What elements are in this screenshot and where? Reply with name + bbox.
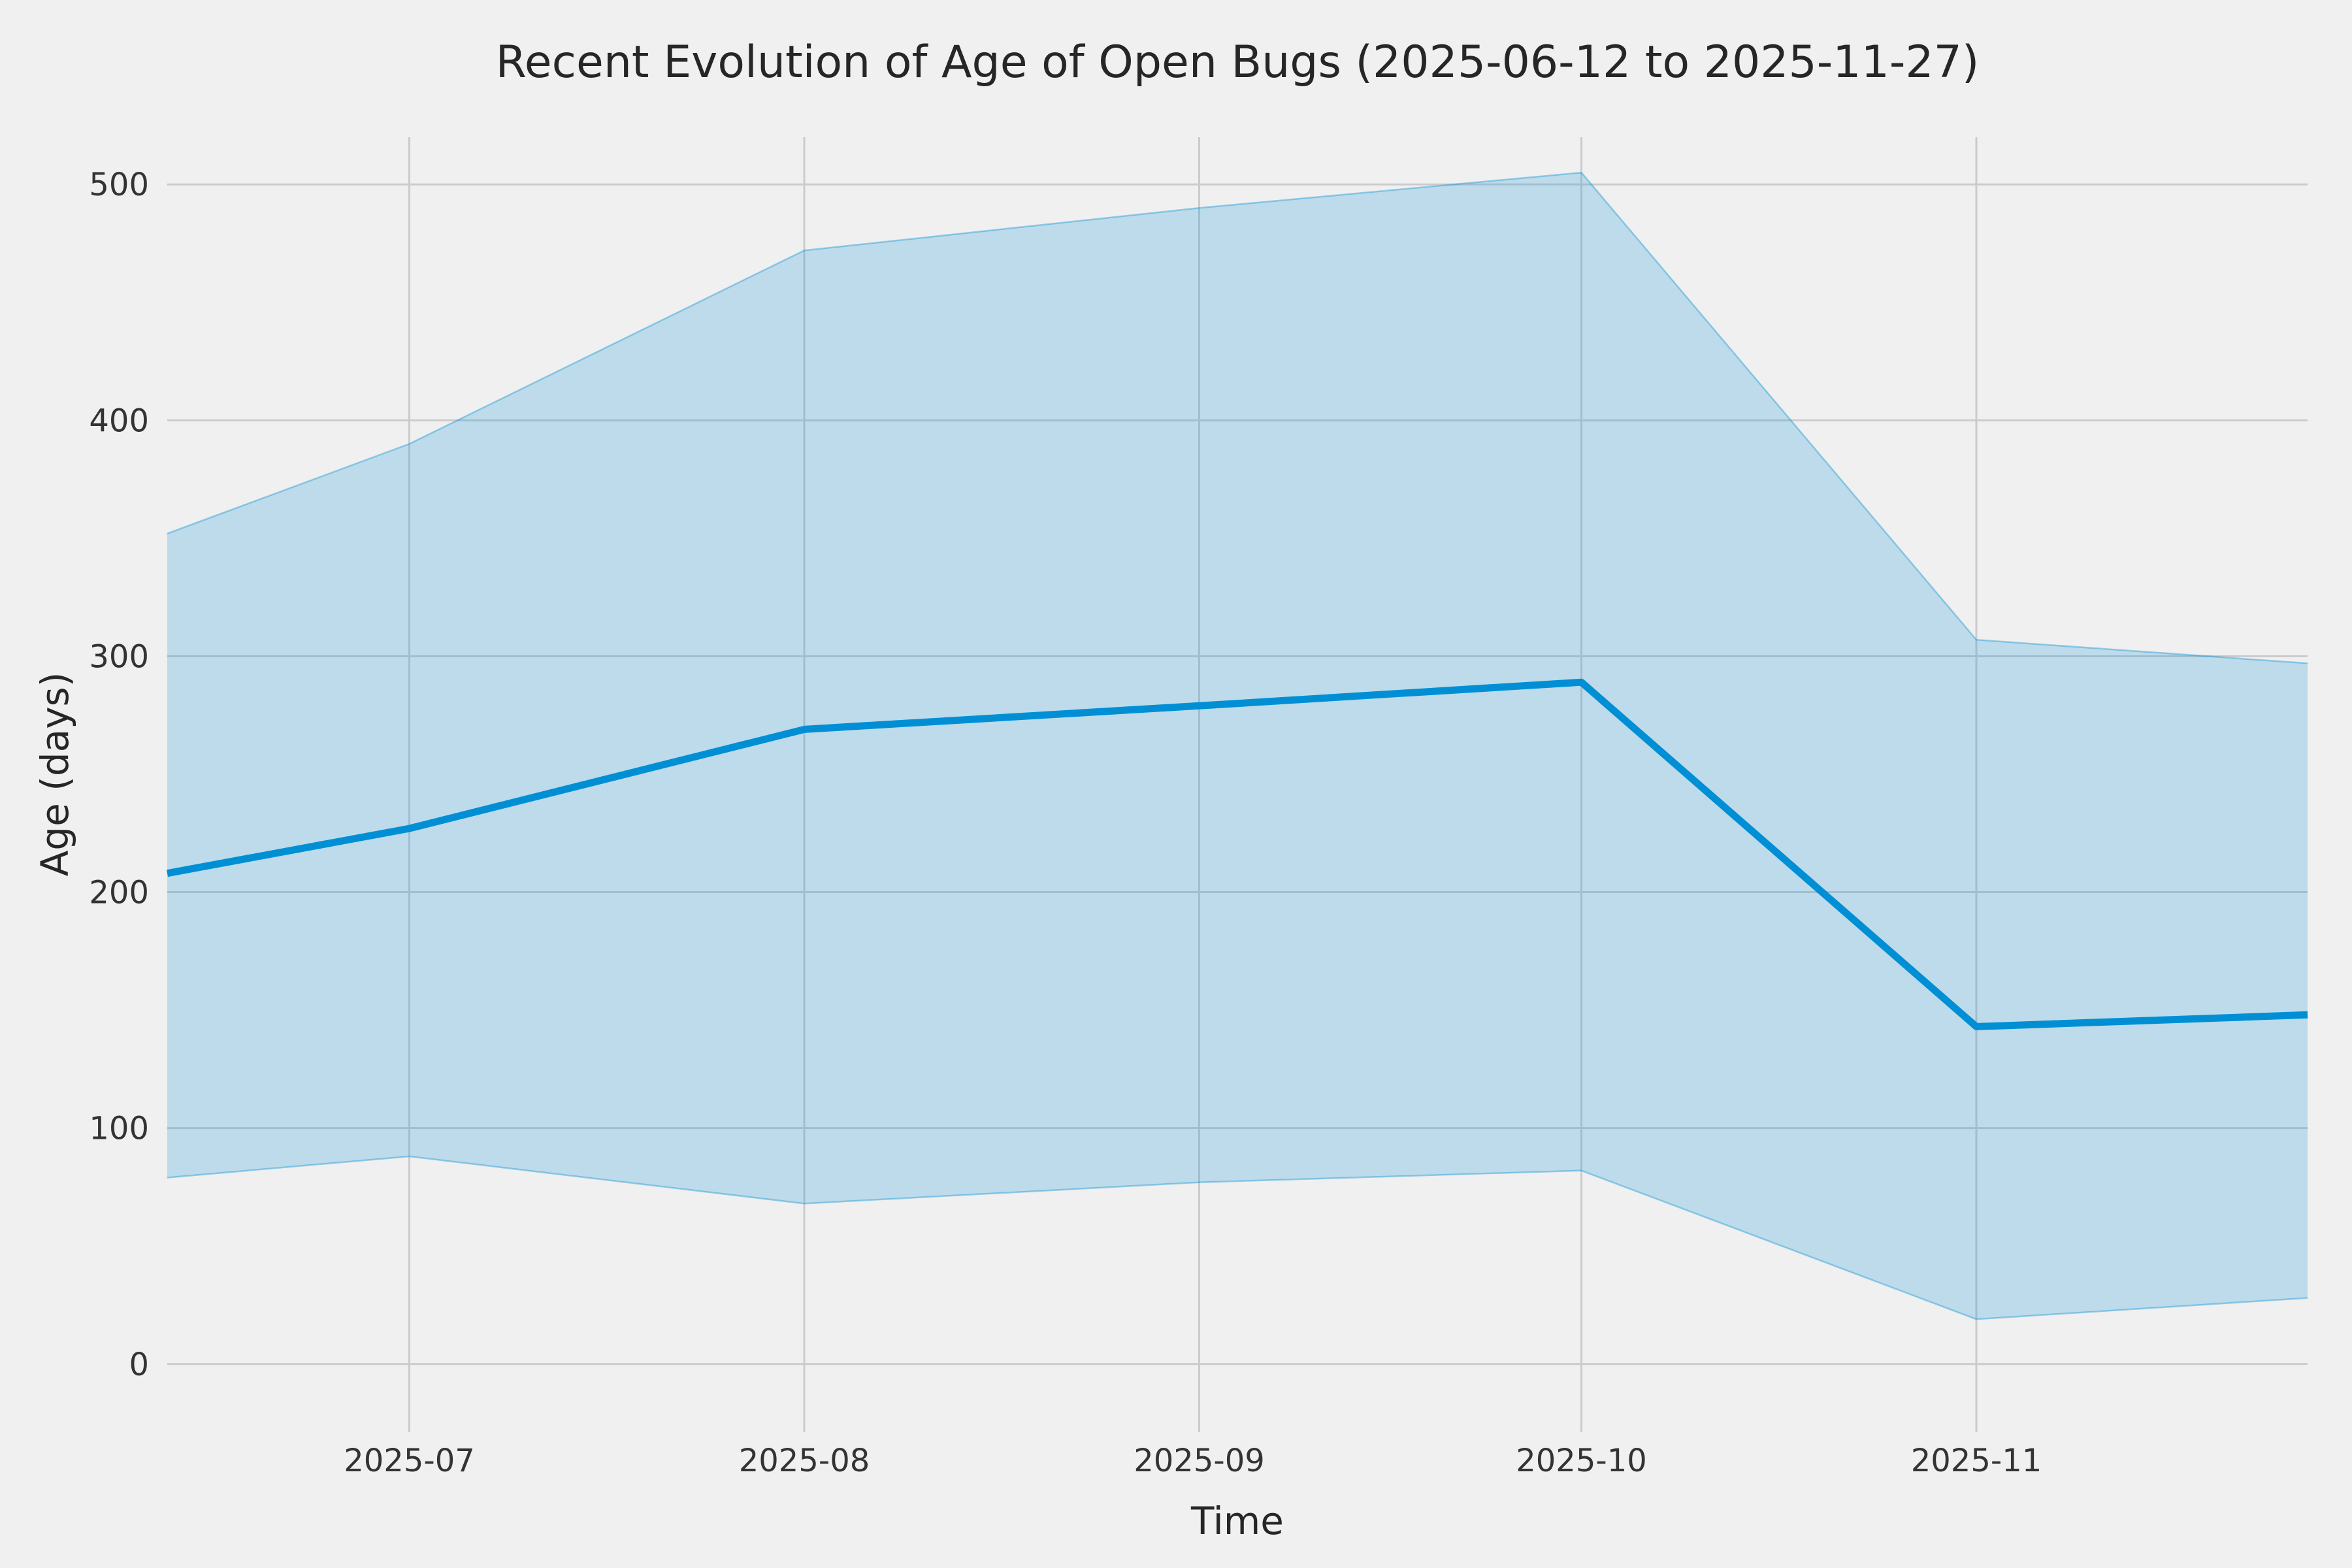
tickmark-layer: [408, 1411, 1978, 1432]
y-tick-label: 200: [89, 875, 149, 911]
confidence-band-layer: [167, 171, 2308, 1320]
y-tick-label: 100: [89, 1111, 149, 1147]
y-axis-label: Age (days): [33, 672, 77, 877]
x-axis-label: Time: [1190, 1499, 1284, 1543]
band-lower-edge: [167, 1155, 2308, 1320]
chart-title: Recent Evolution of Age of Open Bugs (20…: [496, 37, 1980, 88]
y-tick-label: 400: [89, 402, 149, 439]
y-tick-label: 0: [129, 1347, 149, 1383]
y-tick-label: 300: [89, 638, 149, 675]
median-age-line: [166, 678, 2308, 1030]
y-tick-label: 500: [89, 167, 149, 203]
x-tick-label: 2025-09: [1134, 1443, 1265, 1479]
min-max-band: [167, 172, 2308, 1320]
x-tick-label: 2025-11: [1911, 1443, 2042, 1479]
grid-layer: [167, 137, 2308, 1411]
band-upper-edge: [167, 171, 2308, 664]
x-tick-label: 2025-08: [739, 1443, 870, 1479]
x-tick-label: 2025-07: [344, 1443, 475, 1479]
tick-label-layer: 0 100 200 300 400 500 2025-07 2025-08 2025-09 202…: [89, 167, 2042, 1479]
line-layer: [166, 678, 2308, 1030]
x-tick-label: 2025-10: [1516, 1443, 1647, 1479]
